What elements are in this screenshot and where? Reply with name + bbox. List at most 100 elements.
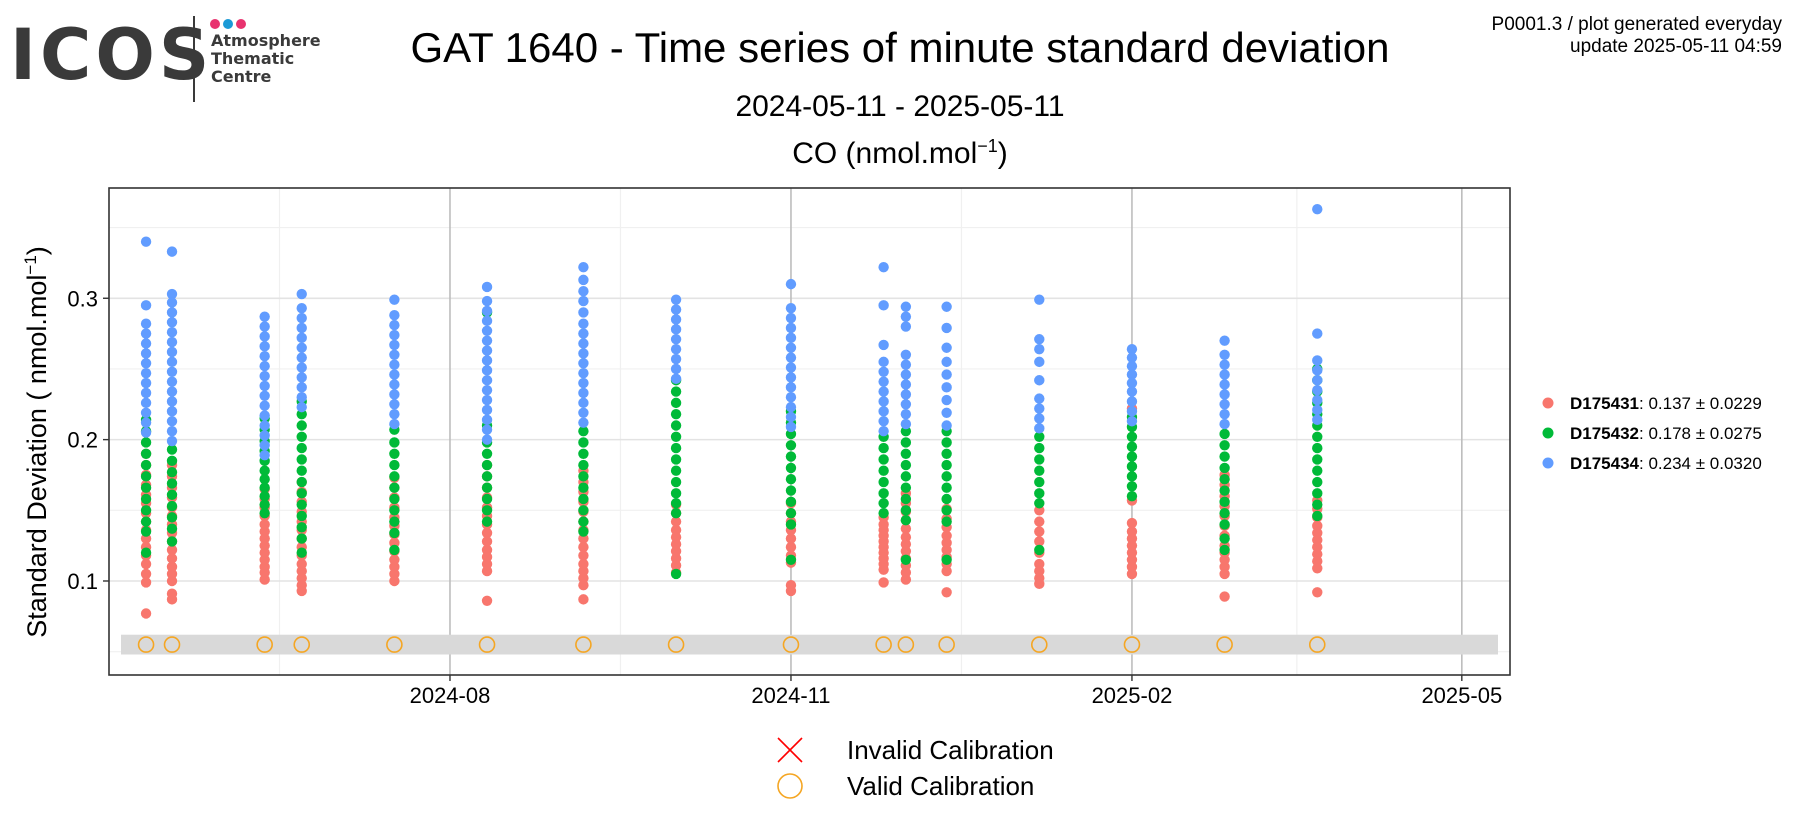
data-point bbox=[166, 489, 178, 500]
data-point bbox=[1312, 499, 1323, 510]
data-point bbox=[1126, 360, 1138, 372]
data-point bbox=[259, 390, 270, 402]
data-point bbox=[878, 386, 889, 397]
data-point bbox=[900, 379, 912, 390]
data-point bbox=[785, 451, 797, 462]
data-point bbox=[296, 322, 307, 334]
data-point bbox=[878, 454, 889, 465]
data-point bbox=[878, 577, 889, 588]
data-point bbox=[878, 498, 889, 509]
legend-series-stats: : 0.234 ± 0.0320 bbox=[1639, 454, 1762, 473]
y-tick-label: 0.3 bbox=[67, 286, 98, 311]
data-point bbox=[941, 471, 952, 482]
data-point bbox=[259, 507, 270, 519]
data-point bbox=[481, 325, 493, 336]
data-point bbox=[1312, 442, 1323, 454]
data-point bbox=[166, 561, 178, 573]
data-point bbox=[670, 507, 682, 519]
data-point bbox=[140, 558, 152, 570]
data-point bbox=[578, 261, 589, 273]
data-point bbox=[670, 568, 682, 580]
data-point bbox=[296, 465, 307, 476]
data-point bbox=[1312, 384, 1323, 396]
data-point bbox=[785, 302, 797, 314]
data-point bbox=[481, 375, 493, 386]
data-point bbox=[140, 526, 152, 537]
data-point bbox=[1034, 476, 1045, 488]
data-point bbox=[785, 362, 797, 373]
data-point bbox=[578, 367, 589, 379]
logo-caption: Atmosphere Thematic Centre bbox=[211, 32, 321, 86]
data-point bbox=[140, 516, 152, 527]
panel-frame bbox=[108, 187, 1511, 676]
data-point bbox=[941, 587, 952, 598]
legend-series-name: D175431 bbox=[1570, 394, 1639, 413]
data-point bbox=[1312, 204, 1323, 215]
data-point bbox=[941, 382, 952, 393]
logo-line-1: Atmosphere bbox=[211, 31, 321, 50]
logo-dot bbox=[210, 19, 220, 29]
data-point bbox=[166, 297, 178, 308]
data-point bbox=[140, 300, 152, 311]
data-point bbox=[140, 407, 152, 418]
data-point bbox=[259, 474, 270, 485]
valid-calibration-marker bbox=[575, 636, 592, 653]
data-point bbox=[140, 387, 152, 399]
data-point bbox=[900, 482, 912, 493]
data-points bbox=[140, 204, 1323, 619]
data-point bbox=[296, 401, 307, 413]
valid-calibration-marker bbox=[1123, 636, 1141, 653]
legend-series-name: D175434 bbox=[1570, 454, 1640, 473]
data-point bbox=[900, 359, 912, 370]
data-point bbox=[1219, 359, 1230, 370]
data-point bbox=[166, 466, 178, 478]
data-point bbox=[1034, 544, 1045, 556]
data-point bbox=[878, 261, 889, 273]
data-point bbox=[941, 407, 952, 418]
data-point bbox=[878, 300, 889, 311]
data-point bbox=[296, 302, 307, 314]
data-point bbox=[900, 418, 912, 430]
data-point bbox=[670, 498, 682, 509]
data-point bbox=[785, 440, 797, 451]
data-point bbox=[578, 505, 589, 516]
data-point bbox=[296, 362, 307, 373]
data-point bbox=[481, 384, 493, 396]
data-point bbox=[900, 471, 912, 482]
y-tick-label: 0.2 bbox=[67, 428, 98, 453]
data-point bbox=[878, 476, 889, 488]
data-point bbox=[578, 425, 589, 437]
data-point bbox=[670, 334, 682, 345]
calibration-legend-label: Valid Calibration bbox=[847, 771, 1034, 801]
data-point bbox=[1034, 403, 1045, 414]
calibration-markers bbox=[137, 636, 1326, 653]
data-point bbox=[259, 341, 270, 352]
data-point bbox=[878, 425, 889, 437]
valid-calibration-marker bbox=[1308, 636, 1326, 653]
data-point bbox=[670, 431, 682, 443]
data-point bbox=[481, 448, 493, 459]
data-point bbox=[1034, 536, 1045, 547]
data-point bbox=[259, 499, 270, 510]
data-point bbox=[1312, 476, 1323, 488]
legend-series-stats: : 0.137 ± 0.0229 bbox=[1639, 394, 1762, 413]
data-point bbox=[1219, 399, 1230, 410]
meta-line-2: update 2025-05-11 04:59 bbox=[1570, 36, 1782, 57]
x-tick-label: 2024-08 bbox=[410, 683, 491, 708]
data-point bbox=[1034, 431, 1045, 443]
data-point bbox=[1219, 379, 1230, 390]
data-point bbox=[1034, 516, 1045, 527]
data-point bbox=[900, 493, 912, 505]
data-point bbox=[481, 595, 493, 606]
data-point bbox=[140, 493, 152, 505]
calibration-band bbox=[121, 634, 1498, 655]
data-point bbox=[670, 516, 682, 527]
data-point bbox=[140, 358, 152, 369]
data-point bbox=[140, 318, 152, 329]
data-point bbox=[1126, 352, 1138, 363]
data-point bbox=[1312, 488, 1323, 499]
data-point bbox=[878, 442, 889, 454]
data-point bbox=[259, 430, 270, 441]
data-point bbox=[578, 482, 589, 493]
data-point bbox=[389, 379, 400, 390]
